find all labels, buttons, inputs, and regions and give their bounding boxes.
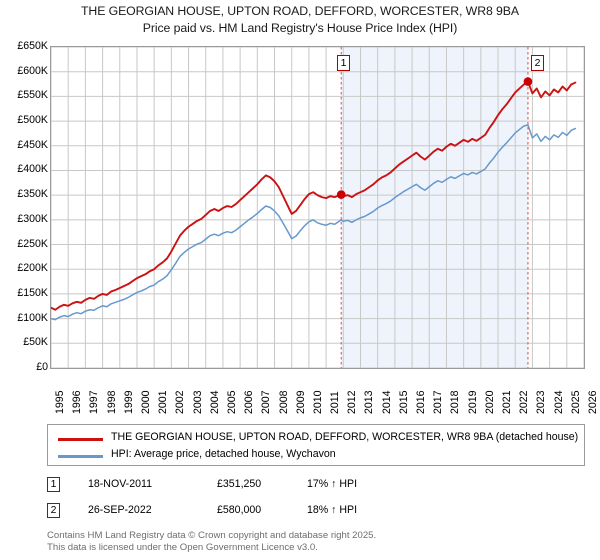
- x-tick-label: 2013: [363, 390, 376, 414]
- footer-attribution: Contains HM Land Registry data © Crown c…: [47, 530, 587, 553]
- legend-item-1[interactable]: THE GEORGIAN HOUSE, UPTON ROAD, DEFFORD,…: [48, 430, 584, 448]
- x-tick-label: 1996: [71, 390, 84, 414]
- legend-label: THE GEORGIAN HOUSE, UPTON ROAD, DEFFORD,…: [111, 431, 579, 443]
- x-tick-label: 2018: [449, 390, 462, 414]
- y-tick-label: £400K: [17, 163, 48, 176]
- x-tick-label: 1998: [105, 390, 118, 414]
- legend-label: HPI: Average price, detached house, Wych…: [111, 448, 336, 460]
- x-tick-label: 2016: [415, 390, 428, 414]
- x-tick-label: 2002: [174, 390, 187, 414]
- y-axis: £0 £50K £100K £150K £200K £250K £300K £350K £400…: [0, 0, 48, 420]
- y-tick-label: £200K: [17, 262, 48, 275]
- highlight-band: [341, 47, 528, 368]
- y-tick-label: £600K: [17, 64, 48, 77]
- x-tick-label: 2014: [380, 390, 393, 414]
- x-tick-label: 1999: [122, 390, 135, 414]
- x-tick-label: 2011: [329, 391, 342, 414]
- x-tick-label: 2004: [208, 390, 221, 414]
- y-tick-label: £150K: [17, 286, 48, 299]
- x-tick-label: 2022: [518, 390, 531, 414]
- y-tick-label: £250K: [17, 237, 48, 250]
- transaction-price: £580,000: [217, 504, 262, 516]
- x-tick-label: 2020: [483, 390, 496, 414]
- x-tick-label: 2005: [225, 390, 238, 414]
- y-tick-label: £550K: [17, 89, 48, 102]
- x-tick-label: 2010: [311, 390, 324, 414]
- transaction-hpi-delta: 18% ↑ HPI: [307, 504, 358, 516]
- y-tick-label: £450K: [17, 138, 48, 151]
- chart-callout-1[interactable]: 1: [337, 55, 350, 71]
- transaction-hpi-delta: 17% ↑ HPI: [307, 478, 358, 490]
- y-tick-label: £50K: [23, 336, 48, 349]
- page-title: THE GEORGIAN HOUSE, UPTON ROAD, DEFFORD,…: [81, 4, 519, 18]
- data-point-marker-1: [336, 190, 346, 199]
- footer-line-2: This data is licensed under the Open Gov…: [47, 541, 318, 553]
- series-line-1: [51, 80, 577, 311]
- x-tick-label: 2024: [552, 390, 565, 414]
- x-tick-label: 2006: [243, 390, 256, 414]
- x-tick-label: 2017: [432, 390, 445, 414]
- x-tick-label: 2019: [466, 390, 479, 414]
- chart-legend: THE GEORGIAN HOUSE, UPTON ROAD, DEFFORD,…: [47, 424, 585, 466]
- chart-callout-2[interactable]: 2: [531, 55, 544, 71]
- y-tick-label: £350K: [17, 188, 48, 201]
- transaction-date: 18-NOV-2011: [88, 478, 152, 490]
- x-tick-label: 2009: [294, 390, 307, 414]
- footer-line-1: Contains HM Land Registry data © Crown c…: [47, 530, 377, 541]
- x-tick-label: 2007: [260, 390, 273, 414]
- legend-swatch-icon: [58, 455, 103, 458]
- transaction-index-badge: 2: [47, 503, 60, 518]
- series-line-2: [51, 124, 577, 321]
- transaction-index-badge: 1: [47, 477, 60, 492]
- x-tick-label: 1997: [88, 390, 101, 414]
- transaction-date: 26-SEP-2022: [88, 504, 152, 516]
- x-tick-label: 1995: [54, 390, 66, 414]
- x-axis: 1995 1996 1997 1998 1999 2000 2001 2002 2003 2004…: [0, 372, 600, 432]
- x-tick-label: 2003: [191, 390, 204, 414]
- y-tick-label: £100K: [17, 311, 48, 324]
- y-tick-label: £300K: [17, 212, 48, 225]
- y-tick-label: £500K: [17, 114, 48, 127]
- y-tick-label: £0: [36, 361, 48, 373]
- x-tick-label: 2026: [587, 390, 599, 414]
- x-tick-label: 2012: [346, 390, 359, 414]
- x-tick-label: 2021: [501, 390, 514, 414]
- x-tick-label: 2001: [157, 390, 170, 414]
- chart-plot-area[interactable]: [50, 46, 585, 369]
- x-tick-label: 2008: [277, 390, 290, 414]
- page-subtitle: Price paid vs. HM Land Registry's House …: [142, 21, 458, 35]
- x-tick-label: 2023: [535, 390, 548, 414]
- legend-item-2[interactable]: HPI: Average price, detached house, Wych…: [48, 447, 584, 465]
- table-row[interactable]: 1 18-NOV-2011 £351,250 17% ↑ HPI: [0, 475, 600, 497]
- x-tick-label: 2000: [139, 390, 152, 414]
- x-tick-label: 2015: [397, 390, 410, 414]
- chart-canvas: [51, 47, 584, 368]
- y-tick-label: £650K: [17, 40, 48, 52]
- transaction-price: £351,250: [217, 478, 262, 490]
- table-row[interactable]: 2 26-SEP-2022 £580,000 18% ↑ HPI: [0, 501, 600, 523]
- legend-swatch-icon: [58, 438, 103, 441]
- data-point-marker-2: [523, 77, 533, 86]
- x-tick-label: 2025: [569, 390, 582, 414]
